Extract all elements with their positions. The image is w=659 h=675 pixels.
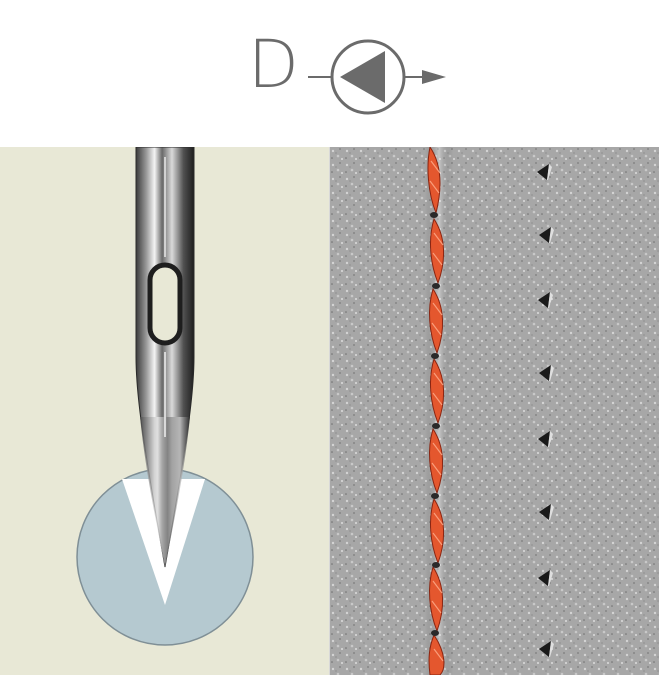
header: D (0, 0, 659, 147)
point-code-label: D (248, 26, 299, 103)
stitch-photo-panel (330, 147, 659, 675)
needle-illustration-panel (0, 147, 330, 675)
stitch-thread (427, 147, 445, 675)
puncture-marks (537, 164, 551, 657)
triangle-point-arrow-icon (300, 37, 450, 117)
